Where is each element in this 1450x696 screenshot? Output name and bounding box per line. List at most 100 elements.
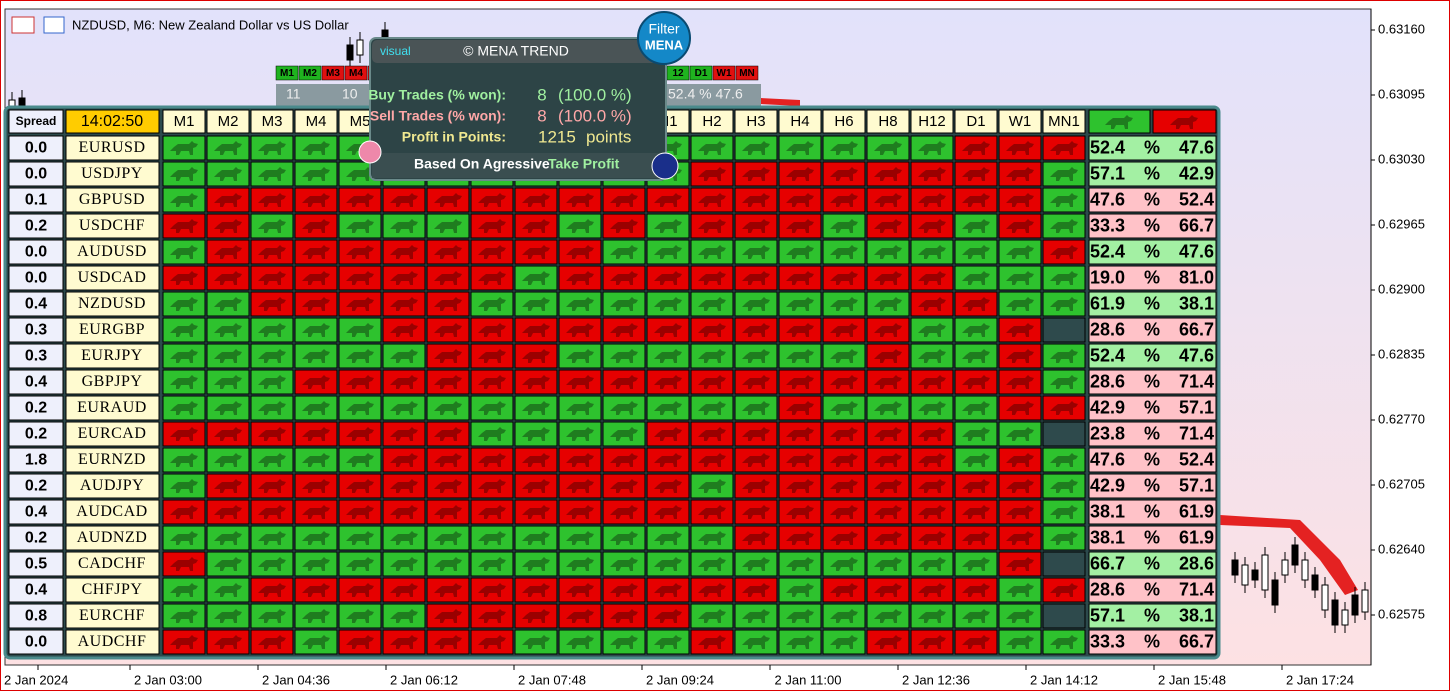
trend-cell: [162, 603, 206, 629]
spread-cell: [8, 187, 64, 213]
sell-percent: 47.6: [1179, 241, 1214, 261]
trend-cell: [206, 317, 250, 343]
percent-sign: %: [1144, 319, 1160, 339]
spread-value: 0.4: [25, 374, 47, 391]
trend-cell: [1042, 603, 1086, 629]
sell-percent: 38.1: [1179, 293, 1214, 313]
spread-value: 0.4: [25, 504, 47, 521]
spread-cell: [8, 499, 64, 525]
symbol-name: CHFJPY: [82, 581, 143, 598]
header-cell: [1042, 109, 1086, 134]
spread-value: 0.2: [25, 478, 47, 495]
spread-cell: [8, 473, 64, 499]
candle-body: [1261, 554, 1269, 591]
buy-percent: 52.4: [1090, 137, 1125, 157]
candles: [8, 22, 1369, 633]
trend-cell: [470, 421, 514, 447]
strip-text: 10: [342, 86, 358, 102]
percent-cell: [1088, 447, 1217, 473]
trend-cell: [426, 577, 470, 603]
sell-percent: 66.7: [1179, 215, 1214, 235]
header-cell: [866, 109, 910, 134]
menu-icon: [11, 16, 35, 34]
strip-label: M4: [349, 68, 363, 79]
candle-body: [346, 44, 354, 61]
symbol-cell: [65, 603, 160, 629]
trend-cell: [250, 343, 294, 369]
time-label: 2 Jan 09:24: [646, 672, 714, 687]
trend-cell: [206, 551, 250, 577]
candle-body: [1321, 584, 1329, 611]
filter-line1: Filter: [648, 21, 679, 37]
percent-cell: [1088, 499, 1217, 525]
percent-cell: [1088, 629, 1217, 655]
symbol-name: EURNZD: [78, 451, 146, 468]
spread-cell: [8, 447, 64, 473]
spread-cell: [8, 239, 64, 265]
trend-cell: [734, 161, 778, 187]
header-cell: [910, 109, 954, 134]
candle-body: [1361, 589, 1369, 613]
candle-body: [1241, 564, 1249, 586]
symbol-cell: [65, 135, 160, 161]
trend-cell: [734, 369, 778, 395]
trend-cell: [294, 525, 338, 551]
percent-cell: [1088, 187, 1217, 213]
spread-value: 0.2: [25, 530, 47, 547]
sell-percent: 71.4: [1179, 423, 1214, 443]
strip-cell: [321, 65, 345, 81]
filter-button[interactable]: [637, 11, 691, 65]
trend-cell: [646, 603, 690, 629]
strip-cell: [344, 65, 368, 81]
percent-sign: %: [1144, 605, 1160, 625]
sell-percent: 81.0: [1179, 267, 1214, 287]
panel-value: 1215: [538, 127, 576, 146]
panel-value: 8: [537, 85, 546, 104]
symbol-cell: [65, 343, 160, 369]
panel-tag: visual: [380, 44, 411, 58]
header-cell: [734, 109, 778, 134]
trend-cell: [470, 447, 514, 473]
time-label: 2 Jan 06:12: [390, 672, 458, 687]
sell-percent: 47.6: [1179, 345, 1214, 365]
spread-value: 0.0: [25, 140, 47, 157]
percent-sign: %: [1144, 631, 1160, 651]
percent-sign: %: [1144, 501, 1160, 521]
symbol-name: USDCHF: [79, 217, 145, 234]
sell-percent: 61.9: [1179, 501, 1214, 521]
buy-percent: 33.3: [1090, 631, 1125, 651]
spread-value: 0.2: [25, 400, 47, 417]
price-label: 0.63095: [1378, 86, 1425, 101]
candle-body: [1271, 579, 1279, 606]
price-label: 0.63160: [1378, 21, 1425, 36]
symbol-cell: [65, 239, 160, 265]
sell-percent: 61.9: [1179, 527, 1214, 547]
trend-cell: [294, 473, 338, 499]
timeframe-label: H6: [834, 113, 853, 130]
sell-percent: 71.4: [1179, 579, 1214, 599]
strip-text: 52.4 % 47.6: [668, 86, 743, 102]
percent-cell: [1088, 161, 1217, 187]
trend-cell: [162, 369, 206, 395]
buy-percent: 52.4: [1090, 345, 1125, 365]
price-label: 0.62770: [1378, 411, 1425, 426]
symbol-name: USDJPY: [81, 165, 143, 182]
candle-body: [1251, 569, 1259, 581]
candle-body: [356, 39, 364, 56]
symbol-cell: [65, 161, 160, 187]
candle-body: [1281, 559, 1289, 576]
timeframe-label: H8: [878, 113, 897, 130]
buy-percent: 38.1: [1090, 501, 1125, 521]
spread-cell: [8, 629, 64, 655]
trend-cell: [778, 473, 822, 499]
sell-percent: 38.1: [1179, 605, 1214, 625]
strip-label: M3: [326, 68, 340, 79]
header-cell: [162, 109, 206, 134]
flag-icon: [651, 152, 679, 180]
time-label: 2 Jan 17:24: [1286, 672, 1354, 687]
symbol-cell: [65, 291, 160, 317]
panel-title: © MENA TREND: [463, 43, 569, 59]
symbol-name: EURCHF: [79, 607, 145, 624]
trend-cell: [250, 603, 294, 629]
sell-percent: 57.1: [1179, 475, 1214, 495]
